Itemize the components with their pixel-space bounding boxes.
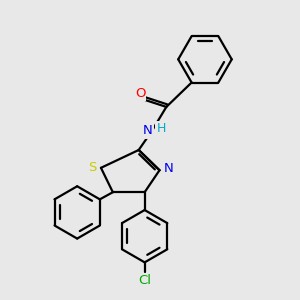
Text: N: N: [164, 162, 173, 175]
Text: O: O: [135, 87, 146, 100]
Text: N: N: [143, 124, 153, 137]
Text: S: S: [88, 161, 96, 174]
Text: H: H: [156, 122, 166, 134]
Text: Cl: Cl: [138, 274, 151, 287]
